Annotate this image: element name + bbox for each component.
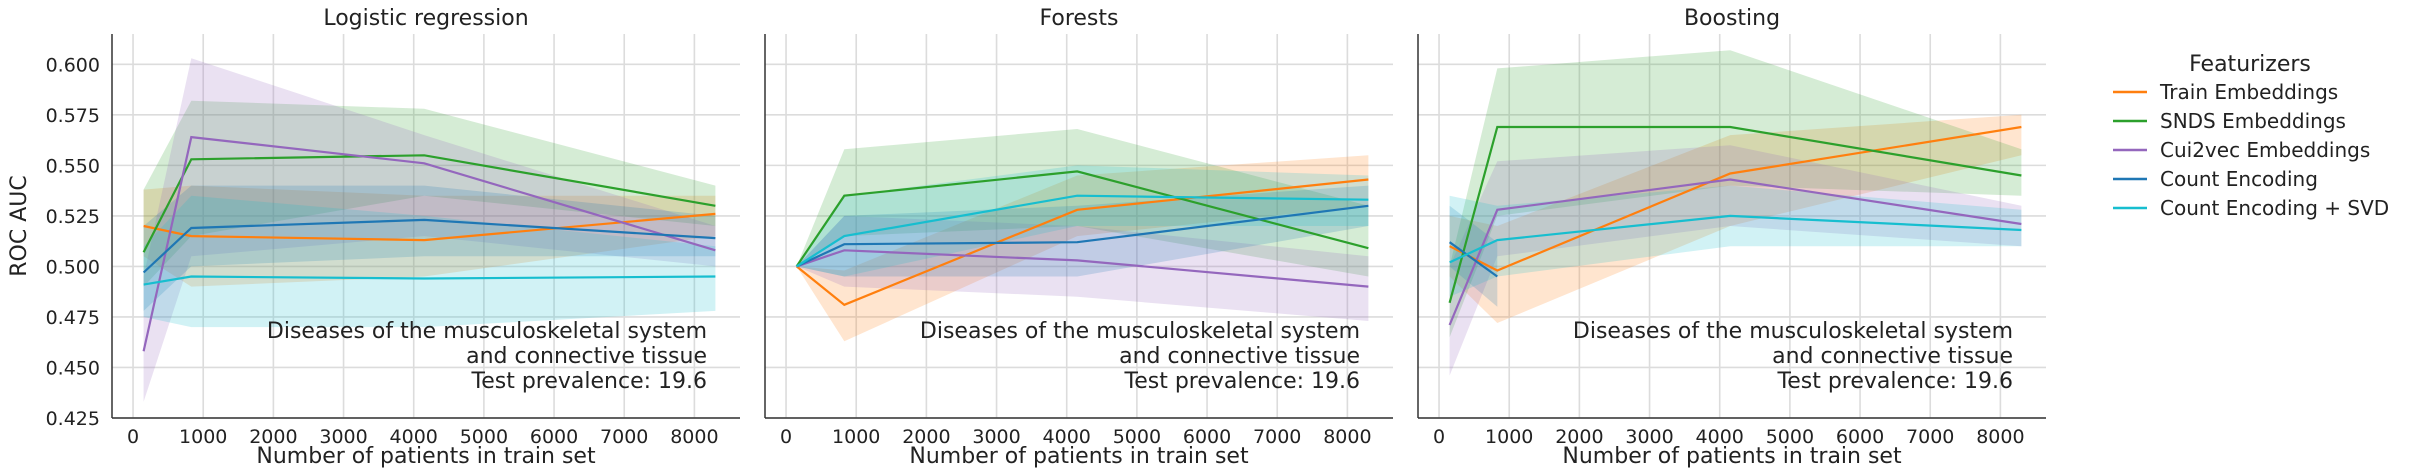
x-tick-label: 0 <box>127 426 139 448</box>
panel-title: Boosting <box>1684 6 1780 31</box>
series-line-cui2vec-embeddings <box>142 135 716 352</box>
confidence-band-snds-embeddings <box>1449 50 2022 338</box>
x-tick-label: 6000 <box>1836 426 1884 448</box>
y-tick-label: 0.475 <box>46 307 100 329</box>
legend: Featurizers Train Embeddings SNDS Embeddi… <box>2113 52 2389 220</box>
series-line-cui2vec-embeddings <box>796 249 1369 288</box>
annotation-line: Test prevalence: 19.6 <box>471 369 708 394</box>
x-tick-label: 8000 <box>670 426 718 448</box>
series-line-train-embeddings <box>795 178 1369 307</box>
panels-group: 0 1000 2000 3000 4000 5000 6000 7000 8000 0.425 0.… <box>46 6 2046 469</box>
x-tick-label: 1000 <box>179 426 227 448</box>
annotation-line: and connective tissue <box>466 344 707 369</box>
y-tick-label: 0.550 <box>46 155 100 177</box>
series-line-count-encoding <box>142 218 716 274</box>
confidence-band-snds-embeddings <box>796 129 1369 277</box>
series-line-snds-embeddings <box>795 170 1369 268</box>
series-line-count-encoding-svd <box>143 275 716 286</box>
x-tick-label: 2000 <box>249 426 297 448</box>
annotation-line: Diseases of the musculoskeletal system <box>267 319 707 344</box>
confidence-band-train-embeddings <box>1449 114 2022 323</box>
x-tick-label: 3000 <box>319 426 367 448</box>
confidence-band-cui2vec-embeddings <box>143 58 716 402</box>
confidence-band-count-encoding <box>143 185 716 311</box>
annotation-line: Test prevalence: 19.6 <box>1777 369 2014 394</box>
x-tick-label: 4000 <box>390 426 438 448</box>
legend-entry-count-encoding: Count Encoding <box>2160 167 2318 191</box>
x-tick-label: 1000 <box>1485 426 1533 448</box>
y-tick-label: 0.450 <box>46 357 100 379</box>
x-tick-label: 7000 <box>600 426 648 448</box>
series-line-snds-embeddings <box>1448 125 2022 304</box>
panel-forests: 0 1000 2000 3000 4000 5000 6000 7000 8000 Forests… <box>764 6 1393 469</box>
confidence-band-count-encoding-svd <box>796 165 1369 277</box>
x-tick-label: 6000 <box>530 426 578 448</box>
series-line-count-encoding-svd <box>1449 214 2022 264</box>
x-axis-label: Number of patients in train set <box>256 444 596 469</box>
x-axis-label: Number of patients in train set <box>909 444 1249 469</box>
confidence-band-cui2vec-embeddings <box>796 215 1369 321</box>
x-tick-label: 5000 <box>1113 426 1161 448</box>
y-tick-label: 0.575 <box>46 105 100 127</box>
series-line-count-encoding-svd <box>796 194 1369 268</box>
series-line-snds-embeddings <box>142 154 716 253</box>
confidence-band-train-embeddings <box>796 155 1369 342</box>
x-tick-label: 6000 <box>1183 426 1231 448</box>
y-axis-label: ROC AUC <box>7 175 32 276</box>
y-tick-label: 0.600 <box>46 54 100 76</box>
y-tick-label: 0.500 <box>46 256 100 278</box>
x-tick-label: 3000 <box>972 426 1020 448</box>
panel-boosting: 0 1000 2000 3000 4000 5000 6000 7000 8000 Boostin… <box>1417 6 2046 469</box>
annotation-line: Test prevalence: 19.6 <box>1124 369 1361 394</box>
x-tick-label: 7000 <box>1906 426 1954 448</box>
confidence-band-train-embeddings <box>143 185 716 287</box>
legend-entry-train-embeddings: Train Embeddings <box>2159 80 2338 104</box>
x-tick-label: 2000 <box>902 426 950 448</box>
x-axis-label: Number of patients in train set <box>1562 444 1902 469</box>
confidence-band-count-encoding-svd <box>143 195 716 328</box>
confidence-band-count-encoding-svd <box>1449 185 2022 297</box>
panel-title: Forests <box>1040 6 1119 31</box>
x-tick-label: 2000 <box>1555 426 1603 448</box>
x-tick-label: 8000 <box>1323 426 1371 448</box>
annotation-line: Diseases of the musculoskeletal system <box>1573 319 2013 344</box>
x-tick-label: 4000 <box>1043 426 1091 448</box>
x-tick-label: 5000 <box>460 426 508 448</box>
panel-title: Logistic regression <box>323 6 528 31</box>
annotation-line: Diseases of the musculoskeletal system <box>920 319 1360 344</box>
x-tick-label: 0 <box>780 426 792 448</box>
legend-entry-cui2vec-embeddings: Cui2vec Embeddings <box>2160 138 2370 162</box>
series-line-cui2vec-embeddings <box>1448 178 2022 326</box>
legend-entry-snds-embeddings: SNDS Embeddings <box>2160 109 2346 133</box>
legend-entry-count-encoding-svd: Count Encoding + SVD <box>2160 196 2389 220</box>
legend-title: Featurizers <box>2189 52 2311 77</box>
x-tick-label: 7000 <box>1253 426 1301 448</box>
series-line-count-encoding <box>1448 241 1498 278</box>
x-tick-label: 1000 <box>832 426 880 448</box>
y-tick-label: 0.425 <box>46 408 100 430</box>
series-line-train-embeddings <box>143 212 716 242</box>
series-line-count-encoding <box>796 204 1369 268</box>
confidence-band-count-encoding <box>1449 205 1498 307</box>
x-tick-label: 0 <box>1433 426 1445 448</box>
annotation-line: and connective tissue <box>1772 344 2013 369</box>
y-tick-label: 0.525 <box>46 206 100 228</box>
annotation-line: and connective tissue <box>1119 344 1360 369</box>
panel-logistic-regression: 0 1000 2000 3000 4000 5000 6000 7000 8000 0.425 0.… <box>46 6 740 469</box>
x-tick-label: 8000 <box>1976 426 2024 448</box>
x-tick-label: 5000 <box>1766 426 1814 448</box>
x-tick-label: 4000 <box>1696 426 1744 448</box>
x-tick-label: 3000 <box>1625 426 1673 448</box>
